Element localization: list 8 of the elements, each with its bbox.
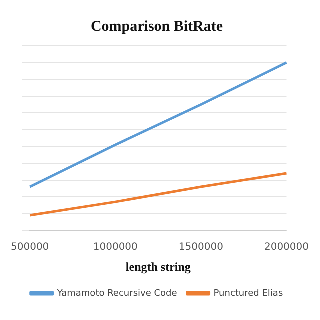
chart-title: Comparison BitRate <box>90 18 224 35</box>
x-tick-label: 1500000 <box>178 242 224 254</box>
legend-label: Punctured Elias <box>214 288 284 299</box>
x-tick-label: 2000000 <box>264 242 310 254</box>
x-tick-label: 500000 <box>10 242 50 254</box>
x-axis-title: length string <box>126 260 191 274</box>
x-tick-label: 1000000 <box>93 242 138 254</box>
legend-label: Yamamoto Recursive Code <box>56 288 178 299</box>
